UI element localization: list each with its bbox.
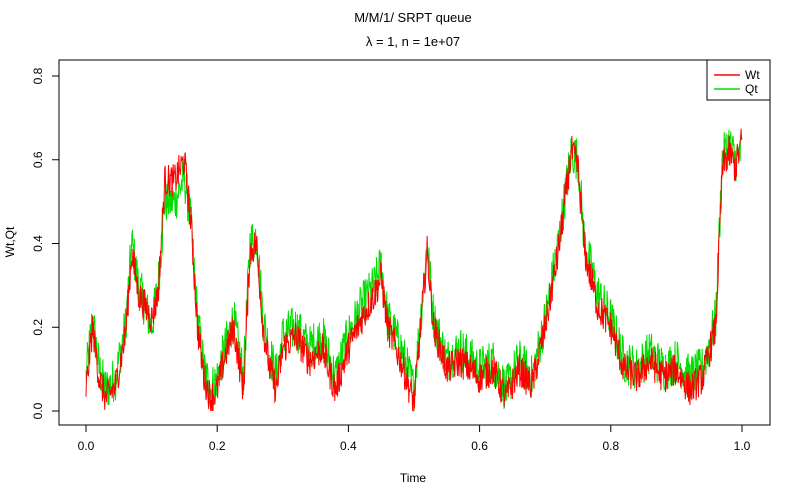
legend-box <box>706 59 771 101</box>
x-tick-label: 1.0 <box>734 439 751 453</box>
y-tick-label: 0.6 <box>31 151 45 168</box>
subtitle-lambda: λ <box>366 34 373 49</box>
x-tick-label: 0.2 <box>209 439 226 453</box>
y-tick-label: 0.0 <box>31 402 45 419</box>
subtitle-rest: = 1, n = 1e+07 <box>372 34 460 49</box>
chart-subtitle: λ = 1, n = 1e+07 <box>366 34 460 49</box>
x-tick-label: 0.0 <box>78 439 95 453</box>
legend-label-qt: Qt <box>745 82 758 96</box>
x-axis: 0.0 0.2 0.4 0.6 0.8 1.0 <box>78 424 751 453</box>
x-axis-label: Time <box>400 471 427 485</box>
x-tick-label: 0.8 <box>602 439 619 453</box>
chart-title: M/M/1/ SRPT queue <box>354 10 472 25</box>
series-layer <box>85 128 743 412</box>
legend-label-wt: Wt <box>745 68 760 82</box>
x-tick-label: 0.6 <box>471 439 488 453</box>
y-tick-label: 0.8 <box>31 67 45 84</box>
x-tick-label: 0.4 <box>340 439 357 453</box>
series-line-wt <box>85 128 743 412</box>
y-axis: 0.0 0.2 0.4 0.6 0.8 <box>31 67 60 419</box>
y-tick-label: 0.2 <box>31 319 45 336</box>
y-axis-label: Wt,Qt <box>3 226 17 257</box>
y-tick-label: 0.4 <box>31 235 45 252</box>
